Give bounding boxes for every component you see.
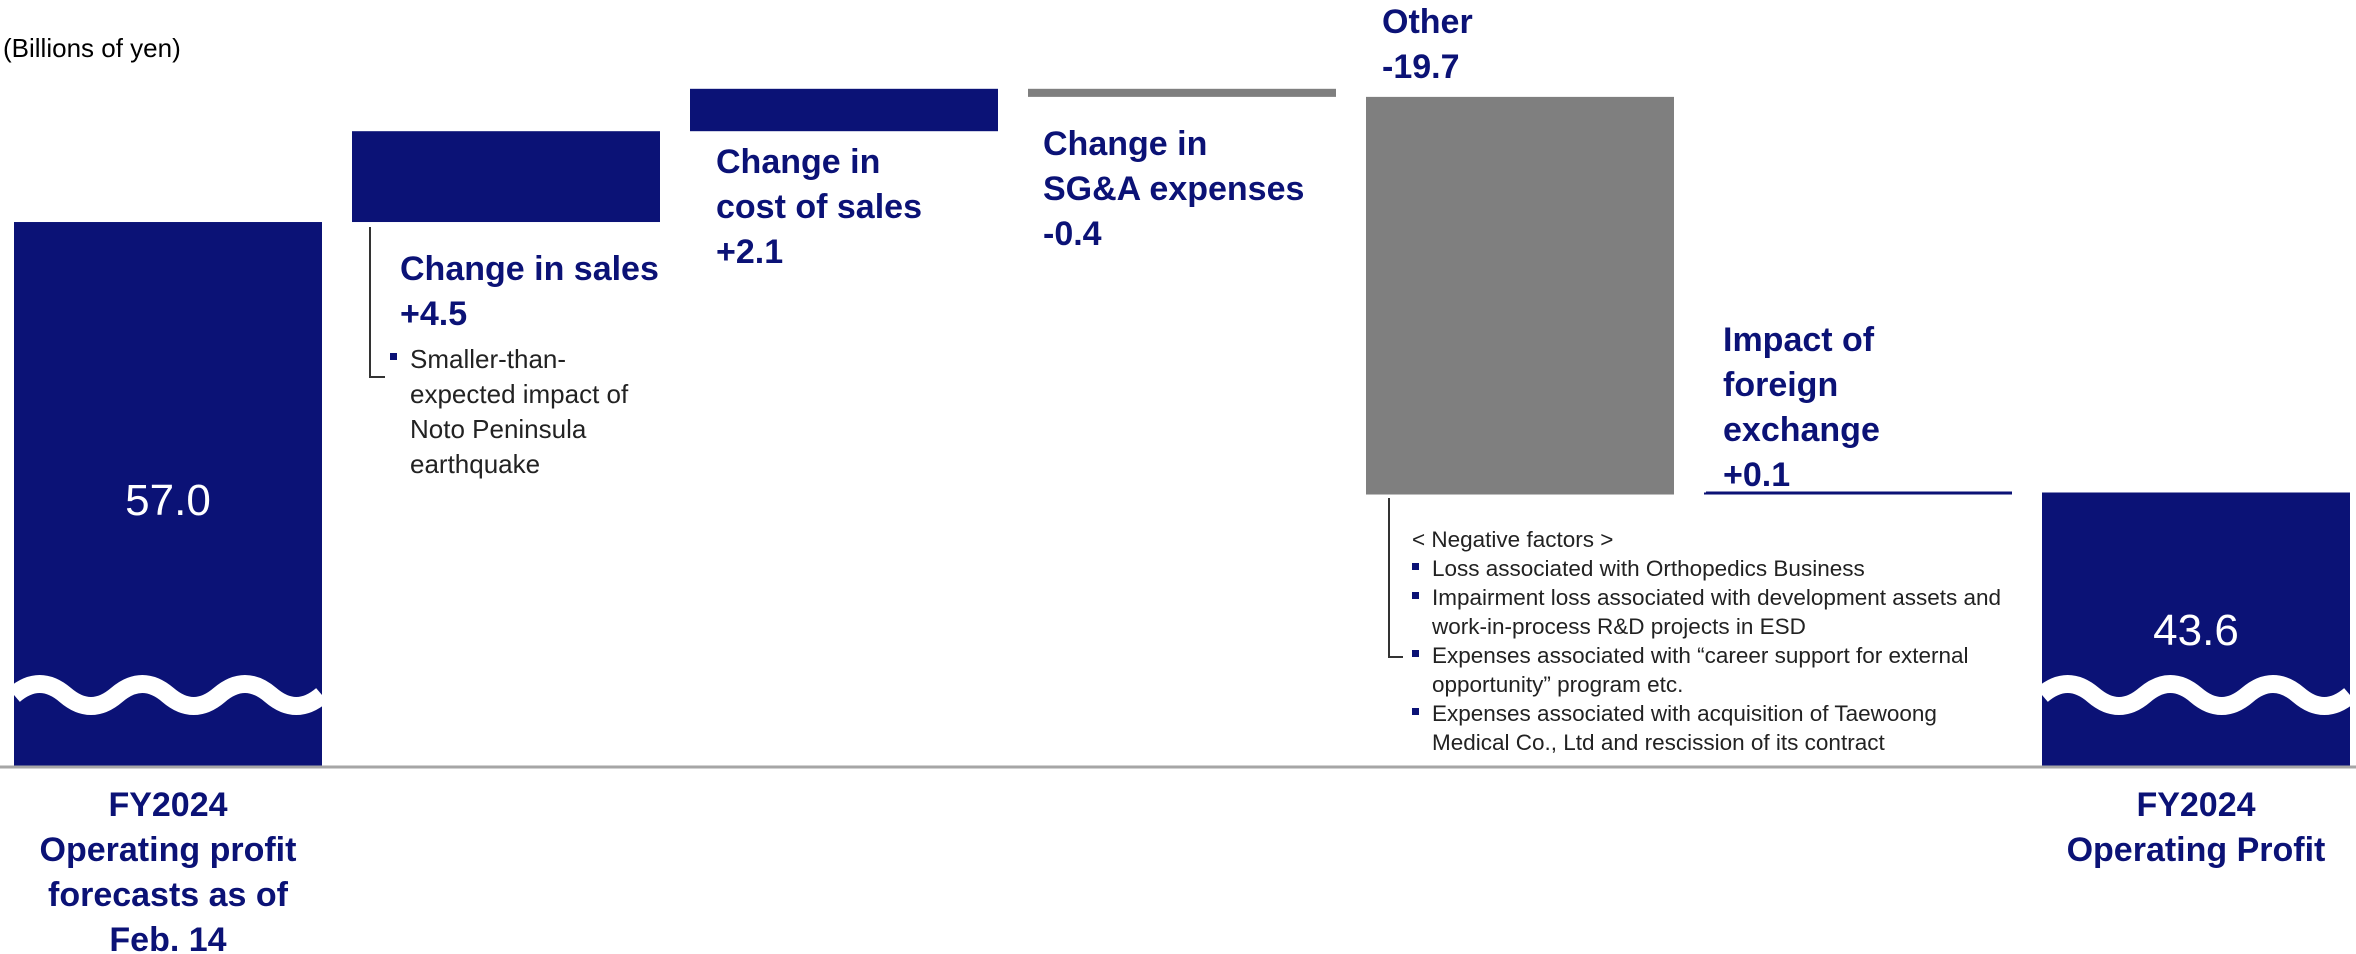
bar	[14, 222, 322, 768]
note-item: Impairment loss associated with developm…	[1412, 583, 2017, 641]
bar	[1704, 492, 2012, 495]
value-label: +4.5	[400, 295, 468, 333]
note-item: Expenses associated with acquisition of …	[1412, 699, 2017, 757]
axis-break	[8, 675, 328, 715]
value-label: 43.6	[2153, 606, 2239, 655]
bar	[1028, 88, 1336, 97]
category-label: FY2024 Operating Profit	[2066, 786, 2326, 869]
bar	[2042, 492, 2350, 767]
bar	[352, 131, 660, 223]
category-label: FY2024 Operating profit forecasts as of …	[39, 786, 297, 954]
note-item: Smaller-than-expected impact of Noto Pen…	[390, 342, 665, 482]
bar	[690, 88, 998, 132]
value-label: +0.1	[1723, 456, 1791, 494]
value-label: -19.7	[1382, 48, 1460, 86]
note-list: Smaller-than-expected impact of Noto Pen…	[390, 342, 665, 482]
connector	[369, 227, 385, 378]
unit-label: (Billions of yen)	[3, 33, 181, 63]
bar-label: Change in SG&A expenses -0.4	[1043, 122, 1305, 257]
value-label: 57.0	[125, 476, 211, 525]
note-item: Expenses associated with “career support…	[1412, 641, 2017, 699]
category-label: Impact of foreign exchange	[1723, 321, 1880, 449]
category-label: Change in sales	[400, 250, 659, 288]
connector	[1388, 498, 1403, 658]
bar-label: Change in cost of sales +2.1	[716, 140, 931, 275]
category-label: Other	[1382, 3, 1473, 41]
category-label: Change in SG&A expenses	[1043, 125, 1305, 208]
value-label: +2.1	[716, 233, 784, 271]
note-heading: < Negative factors >	[1412, 527, 1614, 552]
axis-break	[2036, 675, 2356, 715]
value-label: -0.4	[1043, 215, 1102, 253]
bar-label: Other -19.7	[1382, 0, 1682, 90]
note-list: < Negative factors > Loss associated with…	[1412, 525, 2017, 757]
bar-label: Impact of foreign exchange +0.1	[1723, 318, 1893, 498]
bar	[1366, 96, 1674, 495]
category-label: Change in cost of sales	[716, 143, 922, 226]
note-item: Loss associated with Orthopedics Busines…	[1412, 554, 2017, 583]
bar-label: Change in sales +4.5	[400, 247, 700, 337]
